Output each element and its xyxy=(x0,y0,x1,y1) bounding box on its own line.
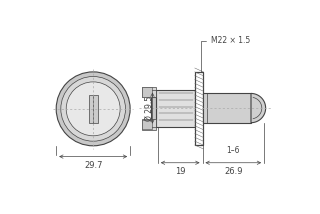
Bar xyxy=(89,95,98,123)
Bar xyxy=(195,72,203,145)
Circle shape xyxy=(61,76,125,141)
Bar xyxy=(156,90,195,126)
Bar xyxy=(151,97,156,120)
Text: 26.9: 26.9 xyxy=(224,166,243,176)
Circle shape xyxy=(56,72,130,146)
Text: 29.7: 29.7 xyxy=(84,161,102,170)
Bar xyxy=(142,86,156,97)
Circle shape xyxy=(66,82,120,136)
Bar xyxy=(142,119,156,130)
Text: M22 × 1.5: M22 × 1.5 xyxy=(201,36,251,72)
Text: 1–6: 1–6 xyxy=(227,146,240,155)
Bar xyxy=(195,72,203,145)
Bar xyxy=(203,94,251,123)
Bar xyxy=(142,120,152,129)
Text: Ø 29.5: Ø 29.5 xyxy=(145,95,154,121)
Polygon shape xyxy=(251,94,266,123)
Text: 19: 19 xyxy=(175,166,185,176)
Bar xyxy=(142,87,152,97)
